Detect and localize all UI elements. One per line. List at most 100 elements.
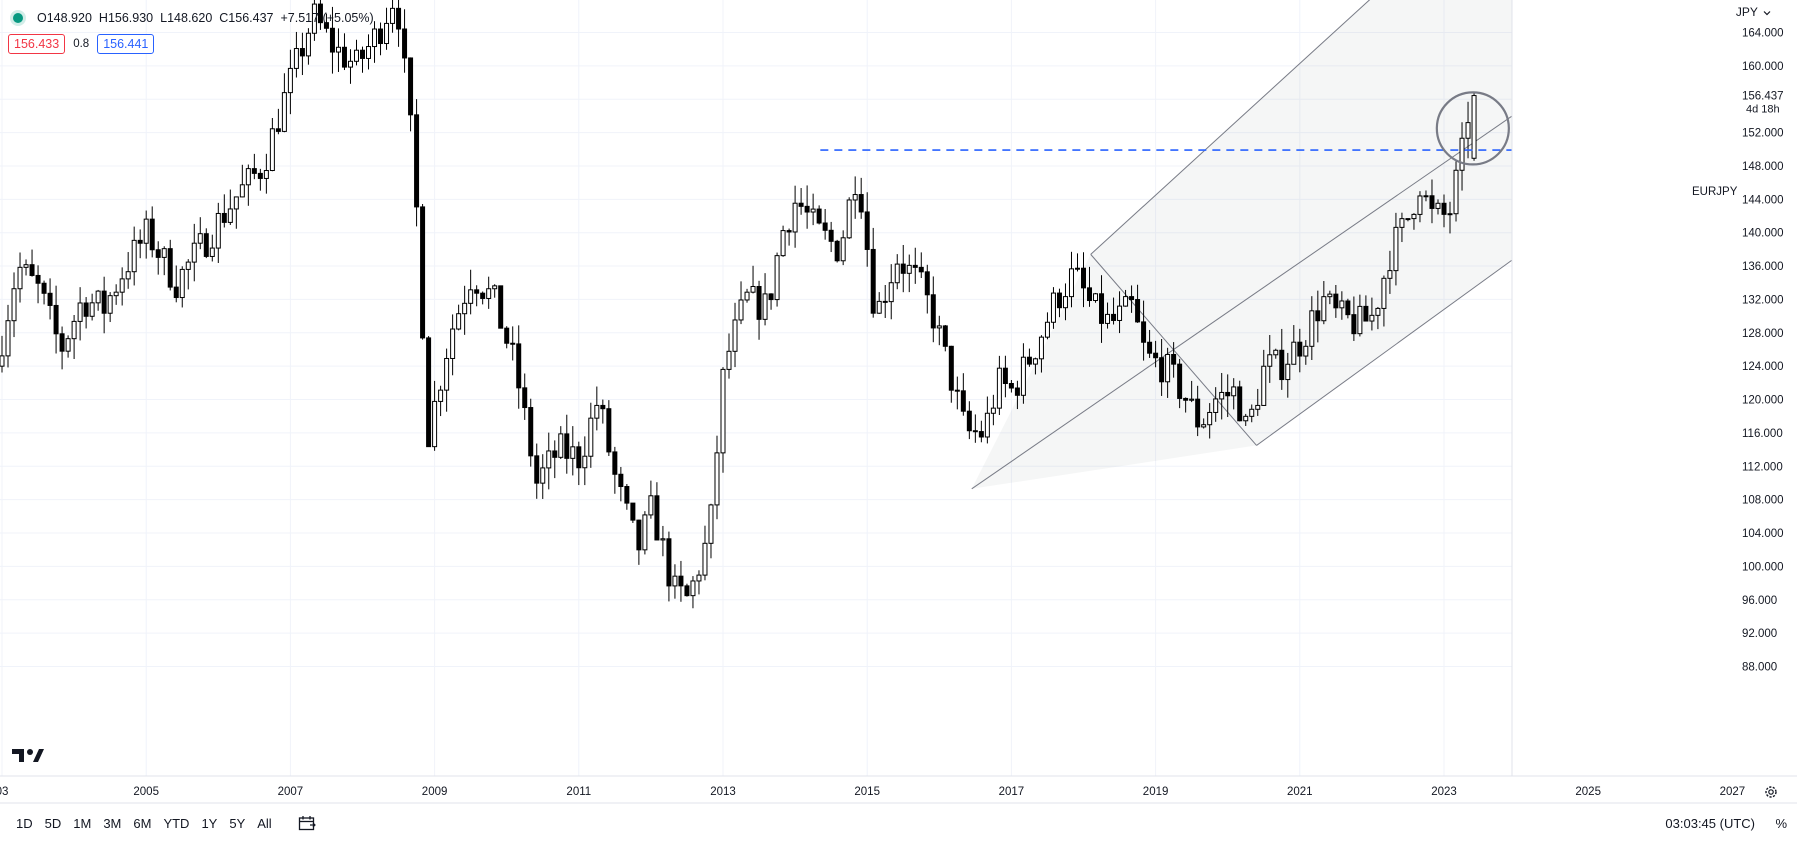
channel-top-line[interactable] [1090,0,1512,255]
horizontal-levels[interactable] [143,0,1517,151]
candle [984,396,990,444]
candle [690,576,696,609]
candle [1321,281,1327,325]
candle [305,28,311,65]
range-button-all[interactable]: All [257,815,272,831]
candle [1399,212,1405,243]
candle [618,466,624,502]
range-button-ytd[interactable]: YTD [163,815,190,831]
candle [47,278,53,320]
candle [1026,348,1032,367]
candle [215,202,221,263]
candle [1267,335,1273,383]
channel-bottom-line[interactable] [1256,259,1513,446]
candle [1471,91,1477,161]
candle [696,570,702,595]
candle [786,228,792,246]
range-button-1y[interactable]: 1Y [201,815,218,831]
candle [221,194,227,228]
candle [1339,291,1345,320]
candle [59,326,65,370]
candle [0,335,5,373]
candle [347,49,353,84]
candle [750,265,756,294]
candle [822,208,828,240]
candle [143,210,149,259]
y-tick-label: 96.000 [1742,595,1777,607]
candle [666,531,672,602]
candle [1183,397,1189,413]
candle [1123,289,1129,307]
candle [1453,161,1459,222]
candle [1285,352,1291,398]
y-tick-label: 152.000 [1742,128,1784,140]
candle [462,285,468,335]
y-tick-label: 144.000 [1742,194,1784,206]
x-tick-label: 2017 [999,786,1025,798]
candle [720,367,726,473]
y-tick-label: 100.000 [1742,561,1784,573]
candle [1279,328,1285,390]
highlight-circle[interactable] [1435,91,1510,166]
candle [834,239,840,263]
candle [636,519,642,565]
candle [1129,285,1135,313]
y-tick-label: 160.000 [1742,61,1784,73]
y-tick-label: 104.000 [1742,528,1784,540]
candle [1177,358,1183,409]
calendar-icon[interactable] [298,815,316,831]
utc-clock[interactable]: 03:03:45 (UTC) [1665,815,1755,831]
candle [1050,287,1056,329]
candle [546,432,552,490]
x-tick-label: 2013 [710,786,736,798]
candle [317,0,323,30]
candle [1345,298,1351,319]
candle [594,386,600,431]
currency-selector[interactable]: JPY [1736,5,1771,19]
buy-button[interactable]: 156.441 [97,34,155,54]
percent-scale-toggle[interactable]: % [1775,815,1787,831]
range-button-5d[interactable]: 5D [44,815,62,831]
range-button-3m[interactable]: 3M [103,815,122,831]
range-button-1m[interactable]: 1M [73,815,92,831]
bottom-toolbar: 1D 5D 1M 3M 6M YTD 1Y 5Y All 03:03:45 (UTC) % [0,805,1797,841]
candle [1447,201,1453,234]
candle [528,398,534,467]
sell-button[interactable]: 156.433 [8,34,66,54]
candle [648,480,654,519]
range-button-1d[interactable]: 1D [16,815,33,831]
candle [1249,404,1255,423]
candle [311,0,317,41]
candle [329,6,335,74]
candle [17,252,23,303]
candle [179,266,185,308]
candle [1351,296,1357,341]
candle [498,285,504,329]
annotations[interactable] [1435,91,1510,166]
gear-icon[interactable] [1763,784,1779,800]
candle [906,254,912,293]
x-tick-label: 2023 [1431,786,1457,798]
candle [1315,290,1321,343]
tradingview-logo-icon[interactable] [12,747,44,763]
candle [1465,101,1471,159]
candle [293,31,299,78]
candle [924,264,930,314]
last-price-label: 156.437 [1742,91,1784,103]
candle [882,284,888,318]
chart-grid [0,0,1733,776]
x-tick-label: 2009 [422,786,448,798]
candle [1231,378,1237,410]
x-tick-label: 2021 [1287,786,1313,798]
range-button-6m[interactable]: 6M [133,815,152,831]
candle [522,373,528,420]
candle [456,304,462,331]
candle [900,244,906,293]
range-button-5y[interactable]: 5Y [229,815,246,831]
x-tick-label: 2019 [1143,786,1169,798]
candle [660,525,666,557]
y-tick-label: 128.000 [1742,328,1784,340]
channel-median-line[interactable] [971,115,1513,490]
candle [402,9,408,73]
